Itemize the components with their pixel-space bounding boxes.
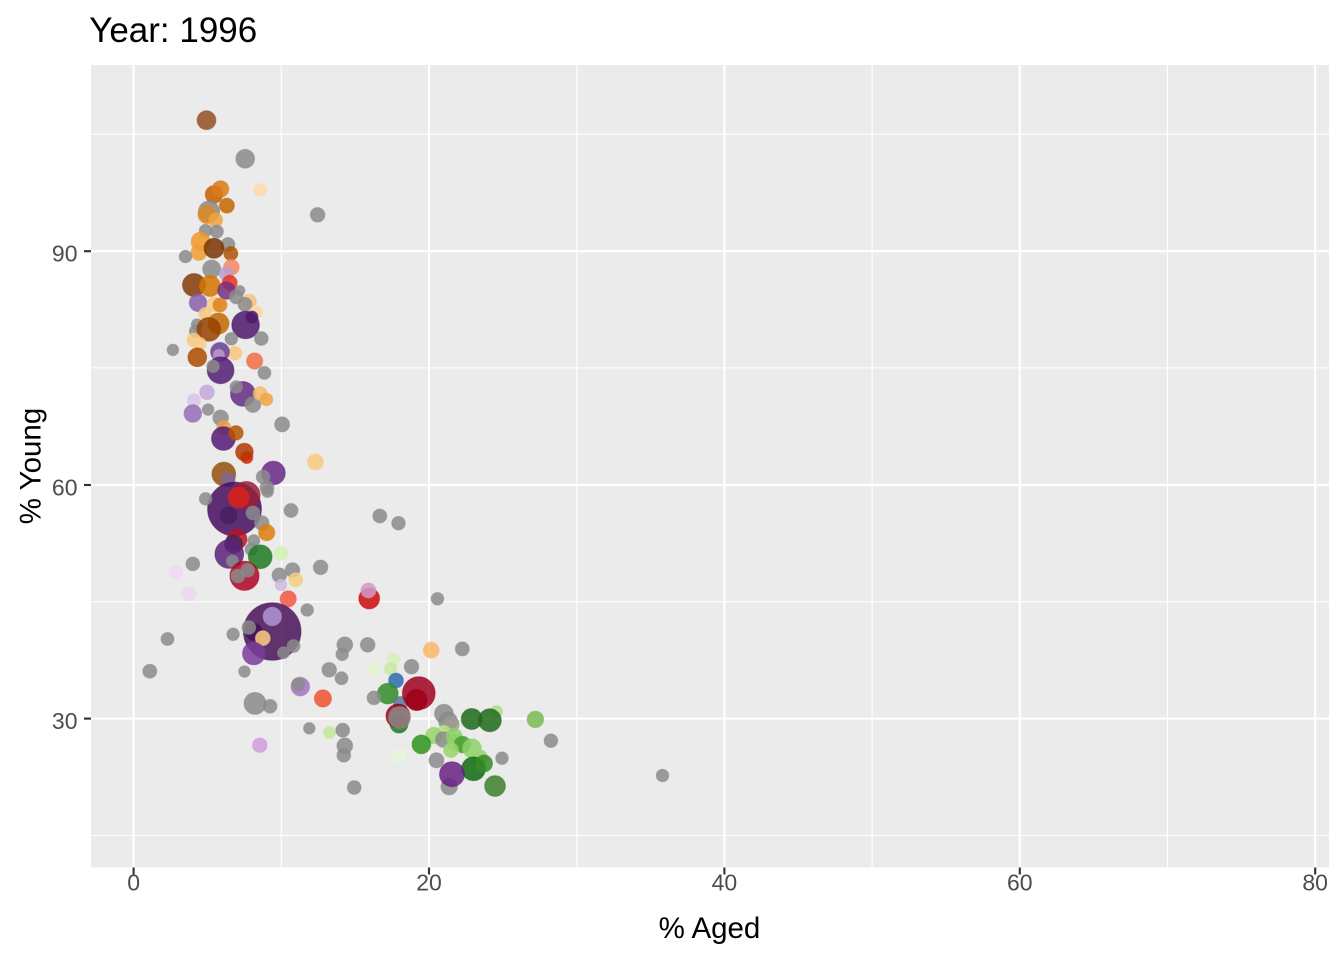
svg-text:90: 90	[52, 241, 78, 267]
svg-text:% Young: % Young	[15, 408, 48, 525]
svg-text:Year: 1996: Year: 1996	[89, 11, 257, 50]
svg-text:60: 60	[52, 474, 78, 500]
svg-text:0: 0	[127, 870, 140, 896]
svg-text:80: 80	[1302, 870, 1328, 896]
svg-text:40: 40	[712, 870, 738, 896]
svg-text:30: 30	[52, 708, 78, 734]
svg-text:20: 20	[416, 870, 442, 896]
svg-text:60: 60	[1007, 870, 1033, 896]
svg-text:% Aged: % Aged	[659, 912, 761, 945]
